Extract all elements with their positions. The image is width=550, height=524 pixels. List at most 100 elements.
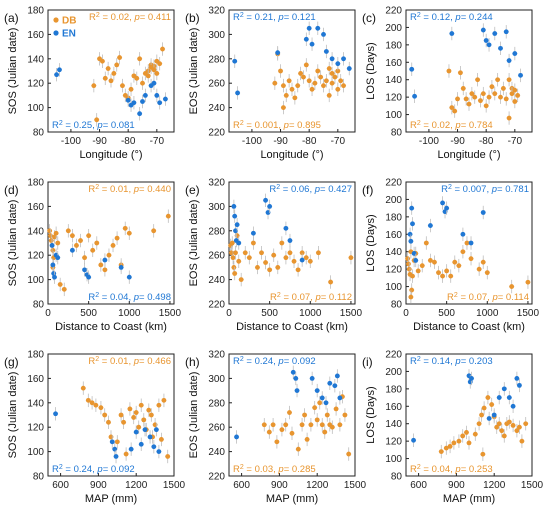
data-point-DB (261, 422, 267, 428)
data-point-EN (315, 25, 321, 31)
data-point-DB (287, 410, 292, 415)
data-point-EN (427, 223, 433, 228)
stat-p-value: = 0.092 (103, 464, 135, 475)
data-point-EN (460, 231, 466, 237)
legend-label-EN: EN (62, 29, 76, 40)
data-point-DB (440, 273, 445, 279)
data-point-DB (108, 78, 114, 84)
y-tick-label: 180 (27, 6, 44, 17)
data-point-EN (510, 403, 516, 409)
data-point-DB (266, 429, 272, 435)
data-point-EN (411, 437, 416, 443)
series-EN (49, 238, 132, 284)
x-tick-label: 1200 (125, 480, 148, 491)
y-tick-label: 200 (385, 23, 402, 34)
y-tick-label: 100 (385, 454, 402, 465)
data-point-DB (480, 259, 486, 265)
data-point-DB (301, 74, 306, 80)
data-point-DB (122, 225, 128, 231)
y-tick-label: 160 (385, 58, 402, 69)
panel-label: (h) (185, 355, 200, 369)
stat-annotation-EN: R2 = 0.14, p= 0.203 (410, 356, 493, 368)
data-point-DB (287, 250, 293, 256)
data-point-EN (449, 31, 455, 36)
data-point-DB (131, 415, 137, 420)
data-point-DB (242, 250, 248, 256)
y-tick-label: 80 (391, 472, 403, 483)
data-point-DB (328, 279, 334, 285)
data-point-DB (108, 434, 114, 440)
data-point-DB (133, 410, 139, 415)
data-point-DB (489, 84, 495, 90)
data-point-EN (409, 205, 415, 211)
stat-sup: 2 (240, 12, 244, 19)
data-point-DB (464, 430, 469, 435)
data-point-DB (451, 440, 457, 446)
data-point-DB (501, 433, 507, 439)
data-point-DB (105, 66, 111, 71)
data-point-DB (295, 83, 301, 89)
data-point-DB (494, 424, 500, 430)
data-point-DB (146, 407, 152, 413)
data-point-DB (446, 68, 452, 74)
y-tick-label: 80 (33, 300, 45, 311)
data-point-EN (235, 90, 240, 96)
data-point-DB (335, 86, 341, 92)
stat-p: p (283, 120, 289, 131)
data-point-DB (448, 273, 454, 279)
x-tick-label: -100 (419, 136, 439, 147)
stat-sup: 2 (454, 292, 458, 299)
stat-r: R (52, 120, 59, 131)
data-point-EN (69, 247, 75, 253)
legend: DB EN (53, 16, 76, 40)
data-point-DB (93, 402, 99, 408)
data-point-DB (315, 68, 321, 74)
y-tick-label: 160 (27, 374, 44, 385)
data-point-DB (138, 402, 144, 408)
data-point-DB (89, 400, 95, 406)
data-point-EN (303, 36, 309, 42)
data-point-DB (314, 417, 320, 423)
stat-p-value: = 0.498 (139, 292, 171, 303)
data-point-DB (274, 439, 280, 445)
stat-p: p (133, 292, 139, 303)
data-point-DB (94, 117, 100, 123)
stat-p: p (454, 12, 460, 23)
data-point-DB (306, 78, 312, 84)
data-point-DB (154, 58, 160, 64)
panel-f: 0 500 1000 1500 80 100 120 140 160 180 200 220 Dista… (362, 178, 539, 334)
data-point-DB (118, 412, 124, 418)
y-tick-label: 180 (385, 212, 402, 223)
data-point-DB (148, 412, 154, 418)
data-point-DB (53, 230, 59, 236)
data-point-DB (141, 417, 147, 423)
y-tick-label: 320 (208, 350, 225, 361)
data-point-EN (335, 61, 341, 67)
stat-r2-value: = 0.14, (421, 356, 456, 367)
data-point-EN (492, 31, 498, 36)
data-point-EN (412, 93, 417, 99)
y-tick-label: 140 (385, 75, 402, 86)
plot-frame (228, 9, 356, 133)
data-point-EN (283, 225, 289, 231)
data-point-DB (514, 428, 520, 434)
data-point-DB (57, 282, 63, 287)
stat-p-value: = 0.253 (461, 464, 493, 475)
series-DB (261, 389, 352, 461)
data-point-DB (263, 260, 268, 265)
y-tick-label: 240 (208, 103, 225, 114)
data-point-DB (307, 258, 313, 264)
x-tick-label: 1500 (163, 480, 186, 491)
stat-sup: 2 (276, 184, 280, 191)
data-point-DB (338, 78, 344, 84)
data-point-EN (140, 99, 145, 104)
data-point-DB (281, 105, 286, 110)
data-point-DB (283, 422, 289, 428)
data-point-DB (291, 258, 297, 264)
x-tick-label: 0 (45, 308, 51, 319)
data-point-DB (460, 86, 466, 91)
data-point-DB (464, 240, 470, 246)
data-point-DB (525, 279, 531, 285)
stat-sup: 2 (417, 356, 421, 363)
data-point-DB (48, 233, 53, 239)
